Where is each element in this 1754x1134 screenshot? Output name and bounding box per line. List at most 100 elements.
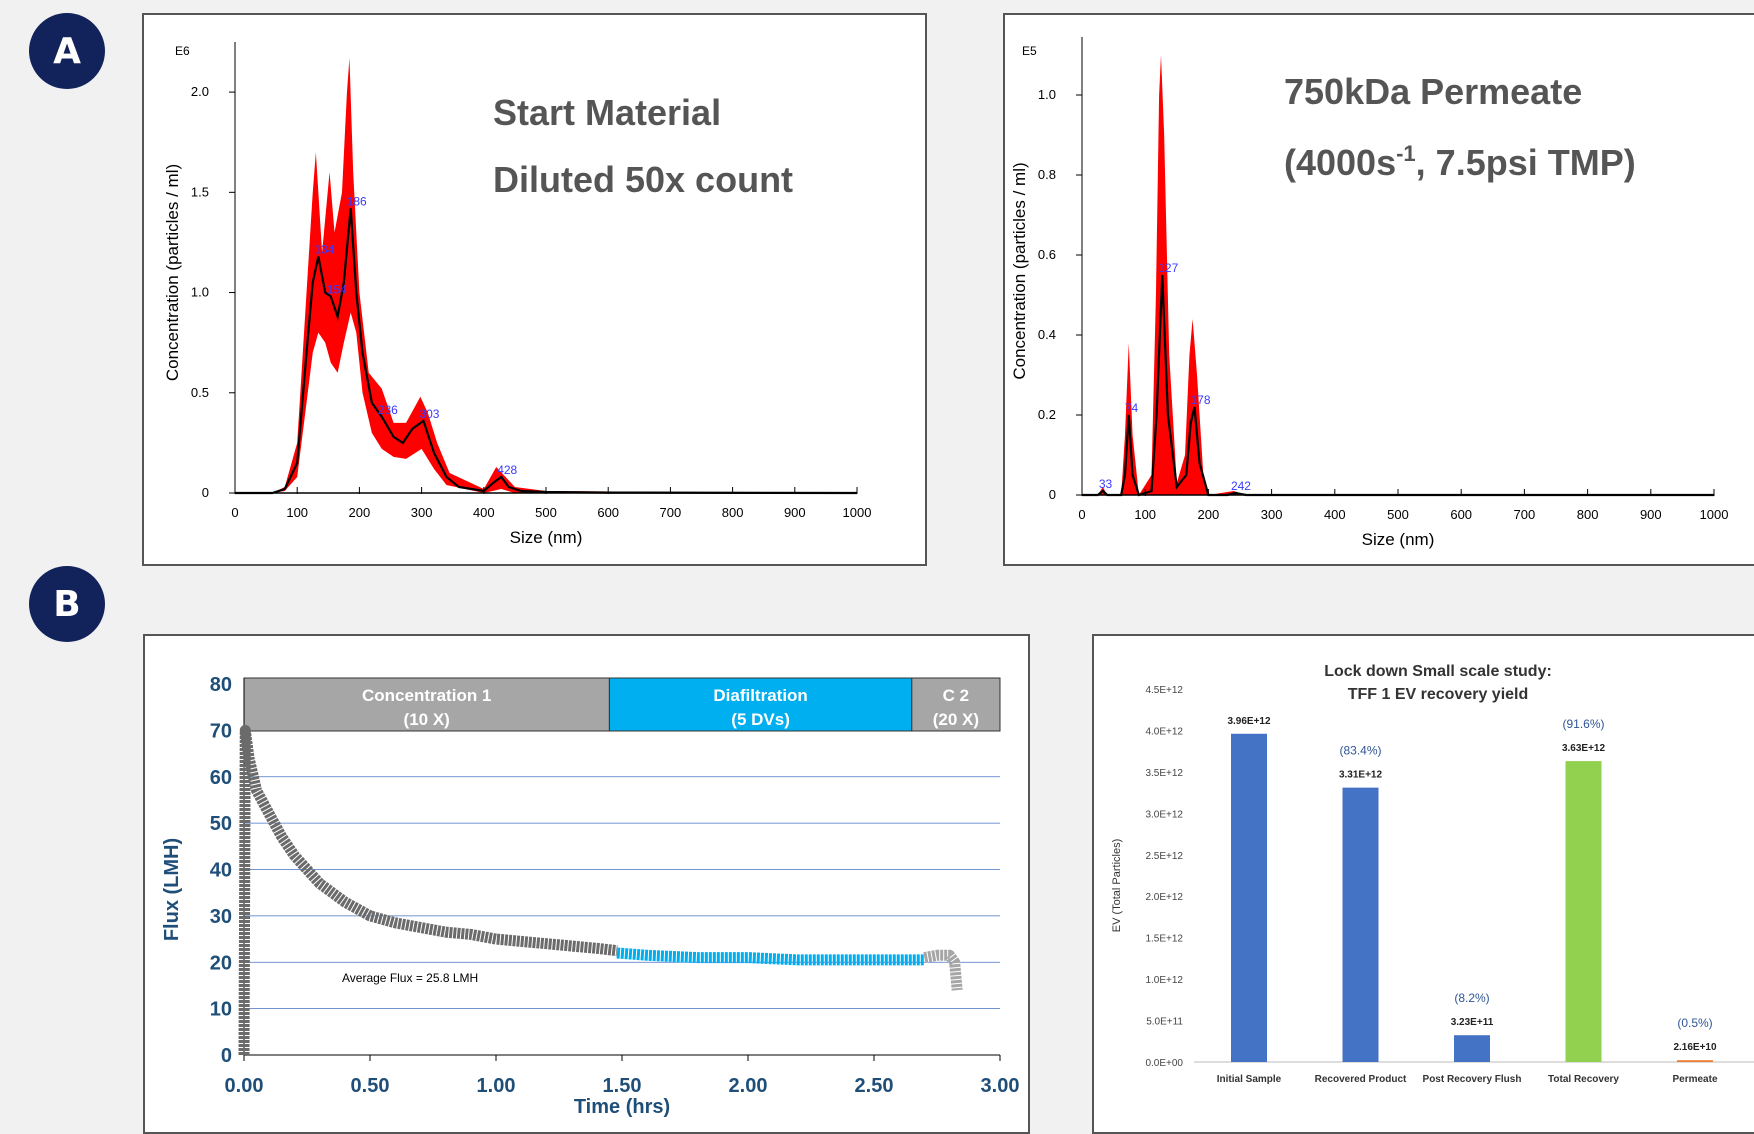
error-band bbox=[235, 58, 857, 493]
y-tick-label: 20 bbox=[210, 952, 232, 974]
chart-recovery-yield: Lock down Small scale study: TFF 1 EV rec… bbox=[1092, 634, 1754, 1134]
chart-start-material: 0 100 200 300 400 500 600 700 800 900 1000 0 0.5 1.0 1… bbox=[142, 13, 927, 566]
chart-subtitle: Diluted 50x count bbox=[493, 159, 793, 200]
x-tick-label: 1000 bbox=[843, 505, 872, 520]
bar bbox=[1454, 1035, 1490, 1062]
chart-permeate: 0 100 200 300 400 500 600 700 800 900 1000 0 0.2 0.4 0… bbox=[1003, 13, 1754, 566]
phase-sublabel: (10 X) bbox=[404, 710, 450, 729]
y-tick-label: 1.0 bbox=[1038, 87, 1056, 102]
y-tick-label: 40 bbox=[210, 860, 232, 882]
x-tick-label: 1.50 bbox=[603, 1075, 642, 1097]
error-band bbox=[1082, 55, 1714, 495]
y-tick-label: 1.5E+12 bbox=[1145, 934, 1183, 945]
x-tick-label: 800 bbox=[1577, 507, 1599, 522]
bar bbox=[1565, 761, 1602, 1062]
x-tick-label: 900 bbox=[1640, 507, 1662, 522]
x-category-label: Permeate bbox=[1672, 1074, 1717, 1085]
y-tick-label: 0.5 bbox=[191, 385, 209, 400]
x-category-label: Total Recovery bbox=[1548, 1074, 1619, 1085]
phase-sublabel: (5 DVs) bbox=[731, 710, 790, 729]
multiplier-label: E6 bbox=[175, 44, 190, 58]
y-tick-label: 0 bbox=[221, 1045, 232, 1067]
y-tick-label: 3.5E+12 bbox=[1145, 768, 1183, 779]
y-tick-label: 2.5E+12 bbox=[1145, 851, 1183, 862]
phase-label: C 2 bbox=[943, 686, 969, 705]
y-axis-label: Flux (LMH) bbox=[161, 838, 183, 941]
bar bbox=[1231, 733, 1267, 1062]
peak-label: 74 bbox=[1125, 401, 1139, 415]
x-tick-label: 0 bbox=[1078, 507, 1085, 522]
phase-bar bbox=[608, 677, 913, 732]
y-tick-label: 2.0 bbox=[191, 84, 209, 99]
chart-title: 750kDa Permeate bbox=[1284, 71, 1582, 112]
x-tick-label: 100 bbox=[286, 505, 308, 520]
x-tick-label: 700 bbox=[1514, 507, 1536, 522]
peak-label: 186 bbox=[347, 194, 367, 208]
bar-value-label: 3.31E+12 bbox=[1339, 770, 1383, 781]
x-tick-label: 2.50 bbox=[855, 1075, 894, 1097]
x-tick-label: 800 bbox=[722, 505, 744, 520]
y-axis-label: Concentration (particles / ml) bbox=[1010, 162, 1029, 379]
peak-label: 33 bbox=[1099, 477, 1113, 491]
panel-b-badge: B bbox=[29, 566, 105, 642]
y-tick-label: 0 bbox=[202, 485, 209, 500]
bar bbox=[1342, 787, 1379, 1062]
chart-title: Lock down Small scale study: bbox=[1324, 663, 1552, 680]
y-tick-label: 2.0E+12 bbox=[1145, 892, 1183, 903]
y-tick-label: 5.0E+11 bbox=[1146, 1017, 1183, 1028]
x-tick-label: 500 bbox=[1387, 507, 1409, 522]
phase-label: Concentration 1 bbox=[362, 686, 491, 705]
peak-label: 428 bbox=[497, 463, 517, 477]
x-tick-label: 0.00 bbox=[225, 1075, 264, 1097]
y-axis-label: Concentration (particles / ml) bbox=[163, 164, 182, 381]
phase-sublabel: (20 X) bbox=[933, 710, 979, 729]
chart-subtitle: (4000s-1, 7.5psi TMP) bbox=[1284, 141, 1636, 183]
x-tick-label: 3.00 bbox=[981, 1075, 1020, 1097]
panel-a-badge: A bbox=[29, 13, 105, 89]
peak-label: 127 bbox=[1158, 261, 1178, 275]
y-tick-label: 3.0E+12 bbox=[1145, 809, 1183, 820]
y-tick-label: 10 bbox=[210, 999, 232, 1021]
mean-line bbox=[235, 208, 858, 495]
peak-label: 303 bbox=[419, 407, 439, 421]
peak-label: 242 bbox=[1231, 479, 1251, 493]
peak-label: 236 bbox=[378, 403, 398, 417]
y-tick-label: 0.0E+00 bbox=[1145, 1058, 1183, 1069]
bar-percent-label: (83.4%) bbox=[1339, 744, 1381, 758]
chart-subtitle: TFF 1 EV recovery yield bbox=[1348, 686, 1529, 703]
bar-percent-label: (0.5%) bbox=[1677, 1016, 1712, 1030]
x-tick-label: 700 bbox=[660, 505, 682, 520]
y-tick-label: 1.0E+12 bbox=[1145, 975, 1183, 986]
y-tick-label: 50 bbox=[210, 813, 232, 835]
peak-label: 154 bbox=[327, 283, 347, 297]
peak-label: 178 bbox=[1190, 393, 1210, 407]
flux-series-1 bbox=[616, 947, 925, 966]
y-tick-label: 4.5E+12 bbox=[1145, 685, 1183, 696]
flux-series-2 bbox=[923, 949, 963, 991]
chart-title: Start Material bbox=[493, 92, 721, 133]
x-tick-label: 100 bbox=[1134, 507, 1156, 522]
y-tick-label: 0.4 bbox=[1038, 327, 1056, 342]
x-tick-label: 0 bbox=[231, 505, 238, 520]
y-tick-label: 4.0E+12 bbox=[1145, 726, 1183, 737]
x-category-label: Recovered Product bbox=[1315, 1074, 1407, 1085]
x-axis-label: Size (nm) bbox=[510, 528, 583, 547]
x-category-label: Initial Sample bbox=[1217, 1074, 1282, 1085]
chart-flux: 0 10 20 30 40 50 60 70 80 Concentration 1 (10 X) Di… bbox=[143, 634, 1030, 1134]
x-tick-label: 200 bbox=[349, 505, 371, 520]
x-axis-label: Size (nm) bbox=[1362, 530, 1435, 549]
x-tick-label: 200 bbox=[1198, 507, 1220, 522]
y-tick-label: 1.0 bbox=[191, 285, 209, 300]
y-axis-label: EV (Total Particles) bbox=[1111, 839, 1123, 933]
average-flux-annotation: Average Flux = 25.8 LMH bbox=[342, 971, 478, 985]
x-axis-label: Time (hrs) bbox=[574, 1096, 670, 1118]
x-tick-label: 600 bbox=[1450, 507, 1472, 522]
y-tick-label: 60 bbox=[210, 767, 232, 789]
x-tick-label: 400 bbox=[1324, 507, 1346, 522]
x-tick-label: 600 bbox=[597, 505, 619, 520]
multiplier-label: E5 bbox=[1022, 44, 1037, 58]
y-tick-label: 0.2 bbox=[1038, 407, 1056, 422]
x-tick-label: 1.00 bbox=[477, 1075, 516, 1097]
y-tick-label: 80 bbox=[210, 674, 232, 696]
y-tick-label: 70 bbox=[210, 720, 232, 742]
